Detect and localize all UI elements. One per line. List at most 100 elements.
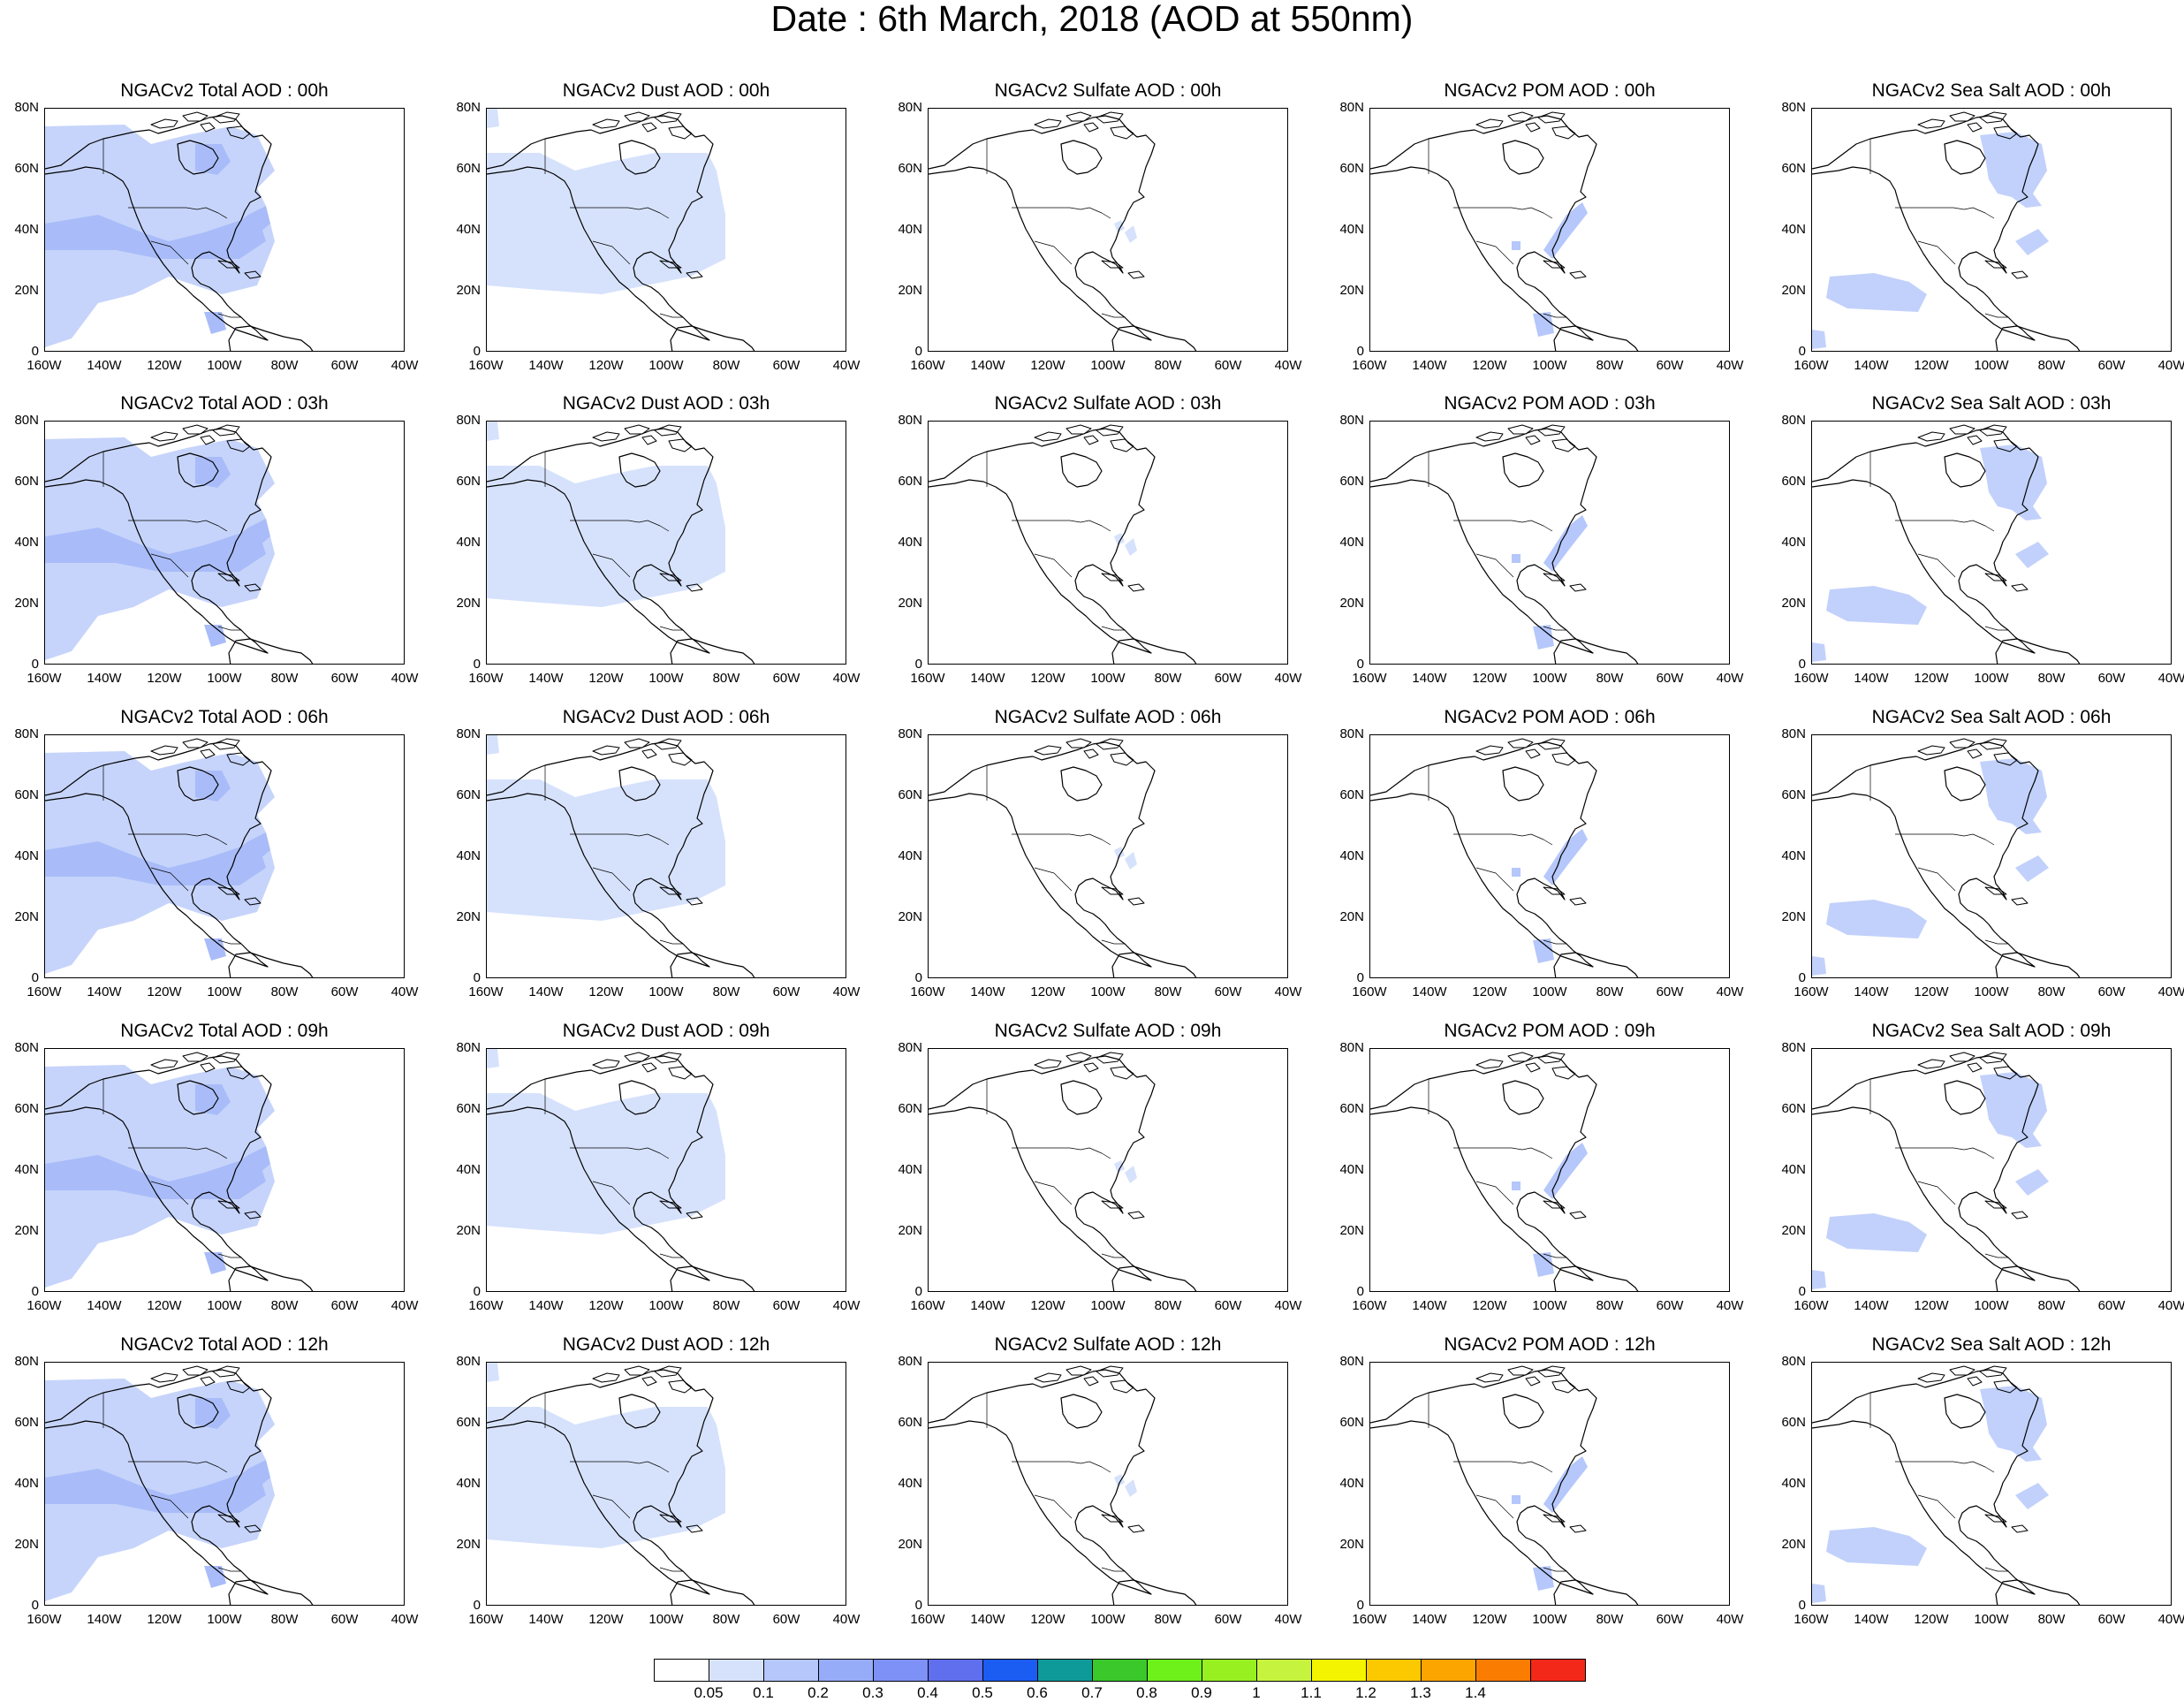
x-tick-label: 40W [1716, 984, 1744, 999]
y-tick-label: 80N [14, 726, 39, 741]
country-border [1080, 1147, 1111, 1159]
x-tick-label: 40W [1274, 671, 1302, 686]
coastline-island [1979, 424, 2007, 437]
aod-field [1512, 1182, 1520, 1190]
country-border [1895, 833, 1965, 837]
x-tick-label: 160W [468, 671, 504, 686]
x-tick-label: 80W [1596, 984, 1624, 999]
y-tick-label: 80N [1339, 1354, 1364, 1369]
country-border [1453, 1147, 1523, 1151]
x-tick-label: 100W [648, 1612, 684, 1627]
country-border [1895, 1461, 1965, 1464]
y-tick-label: 40N [456, 1476, 481, 1491]
x-tick-label: 160W [910, 984, 945, 999]
x-tick-label: 40W [1716, 1298, 1744, 1313]
x-tick-label: 80W [1596, 358, 1624, 373]
coastline [1812, 428, 2039, 654]
x-tick-label: 120W [588, 671, 624, 686]
coastline-island [654, 424, 682, 437]
y-tick-label: 60N [898, 1101, 922, 1116]
colorbar-label: 0.9 [1191, 1684, 1212, 1701]
country-border [1963, 207, 1995, 219]
country-border [592, 1494, 631, 1519]
coastline-island [1507, 1052, 1534, 1062]
x-tick-label: 60W [2097, 984, 2126, 999]
coastline-hudson-bay [618, 140, 661, 175]
panel-title: NGACv2 Sea Salt AOD : 03h [1871, 393, 2112, 414]
colorbar-swatch [1421, 1659, 1476, 1682]
coastline-island [1507, 738, 1534, 748]
y-tick-label: 40N [898, 535, 922, 550]
coastline-island [1967, 1062, 1983, 1073]
y-tick-label: 80N [898, 1354, 922, 1369]
coastline-island [1127, 583, 1145, 592]
country-border [592, 1181, 631, 1205]
aod-map [1812, 1052, 2081, 1291]
coastline-island [1569, 1211, 1587, 1220]
y-tick-label: 0 [1798, 1598, 1806, 1613]
x-tick-label: 60W [772, 671, 800, 686]
coastline-island [1917, 431, 1945, 442]
coastline-island [244, 1524, 262, 1533]
aod-field [213, 832, 270, 885]
coastline-island [2011, 583, 2029, 592]
y-tick-label: 40N [456, 222, 481, 237]
coastline [45, 1055, 272, 1281]
coastline-island [1475, 118, 1504, 129]
aod-field [1512, 1495, 1520, 1504]
coastline-south-america [1553, 1265, 1639, 1291]
x-tick-label: 140W [1412, 671, 1447, 686]
coastline-hudson-bay [1944, 140, 1986, 175]
coastline-island [1083, 122, 1099, 133]
panel-title: NGACv2 POM AOD : 12h [1444, 1334, 1656, 1355]
coastline-island [1507, 424, 1534, 435]
coastline-island [1537, 1052, 1566, 1064]
aod-map [929, 111, 1197, 351]
x-tick-label: 40W [1716, 671, 1744, 686]
aod-field [45, 1065, 275, 1288]
country-border [1543, 939, 1566, 945]
coastline-island [1979, 1365, 2007, 1378]
y-tick-label: 20N [898, 283, 922, 298]
aod-field [195, 1398, 231, 1429]
x-tick-label: 80W [2037, 358, 2066, 373]
map-panel-dust [486, 108, 846, 352]
colorbar-swatch [982, 1659, 1038, 1682]
x-tick-label: 100W [1532, 358, 1567, 373]
country-border [217, 313, 241, 318]
aod-field [213, 1146, 270, 1199]
country-border [196, 1461, 228, 1473]
y-tick-label: 20N [14, 1223, 39, 1238]
aod-field [1533, 1252, 1554, 1277]
colorbar-swatch [763, 1659, 819, 1682]
x-tick-label: 40W [2157, 984, 2184, 999]
coastline-island [1110, 1066, 1134, 1080]
colorbar-swatch [1147, 1659, 1202, 1682]
y-tick-label: 60N [14, 474, 39, 489]
coastline-island [1984, 1200, 2007, 1209]
map-panel-sulfate [928, 108, 1288, 352]
coastline-island [1475, 1059, 1504, 1069]
coastline-island [659, 1200, 682, 1209]
panel-title: NGACv2 Dust AOD : 09h [562, 1021, 770, 1041]
aod-field [1125, 852, 1137, 870]
x-tick-label: 100W [1974, 671, 2009, 686]
x-tick-label: 160W [1793, 1298, 1829, 1313]
aod-field [487, 466, 725, 607]
x-tick-label: 100W [1974, 358, 2009, 373]
colorbar-label: 1.1 [1301, 1684, 1322, 1701]
y-tick-label: 40N [898, 222, 922, 237]
x-tick-label: 80W [2037, 984, 2066, 999]
coastline-island [1917, 1372, 1945, 1383]
coastline [487, 428, 714, 654]
y-tick-label: 0 [473, 1284, 481, 1299]
coastline-island [1551, 752, 1576, 766]
country-border [128, 833, 198, 837]
aod-field [204, 1566, 226, 1588]
colorbar-label: 0.2 [808, 1684, 829, 1701]
y-tick-label: 40N [1339, 222, 1364, 237]
y-tick-label: 20N [898, 596, 922, 611]
aod-field [1543, 829, 1588, 885]
coastline [1370, 1055, 1597, 1281]
coastline-island [668, 1066, 693, 1080]
